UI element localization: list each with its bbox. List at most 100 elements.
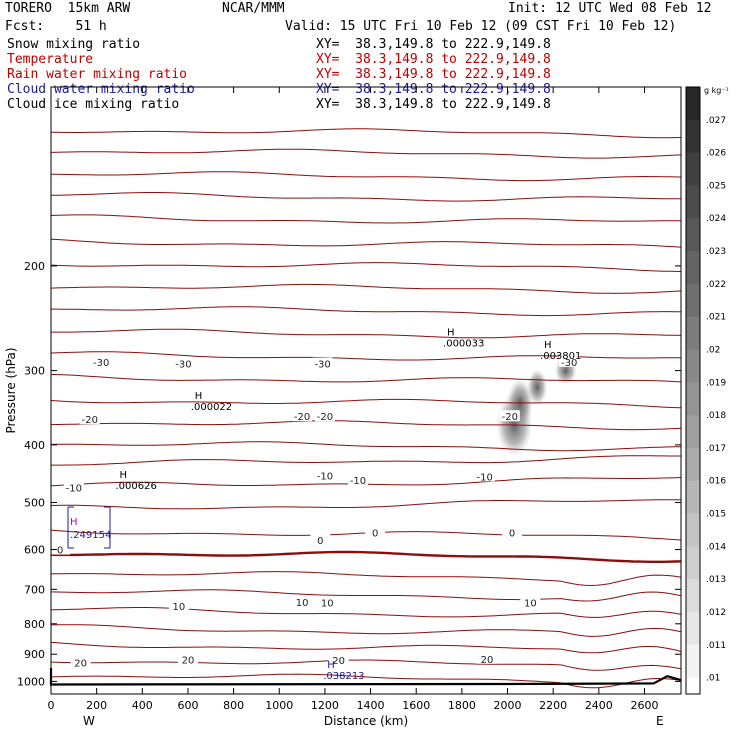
colorbar-label: .018 [706, 411, 726, 421]
temperature-label: -30 [561, 358, 577, 369]
temperature-label: -20 [502, 412, 518, 423]
label-bg [173, 357, 194, 369]
colorbar-label: .023 [706, 247, 726, 257]
label-bg [317, 596, 338, 608]
colorbar-label: .022 [706, 280, 726, 290]
colorbar-cell [686, 251, 700, 285]
colorbar-cell [686, 546, 700, 580]
label-bg [168, 600, 189, 612]
x-tick-label: 2600 [630, 699, 658, 712]
x-tick-label: 400 [132, 699, 153, 712]
colorbar-label: .021 [706, 313, 726, 323]
label-bg [292, 410, 313, 422]
temperature-contour [50, 420, 682, 431]
temperature-label: -30 [93, 358, 109, 369]
temperature-label: -30 [314, 360, 330, 371]
field-xy: XY= 38.3,149.8 to 222.9,149.8 [316, 97, 551, 112]
label-bg [314, 410, 335, 422]
temperature-contour [51, 306, 681, 317]
temperature-contour [50, 499, 682, 510]
maximum-marker: H [119, 470, 127, 481]
y-axis-label: Pressure (hPa) [4, 347, 18, 433]
init-time: Init: 12 UTC Wed 08 Feb 12 [508, 1, 712, 16]
colorbar-frame [685, 86, 701, 695]
temperature-contour [50, 283, 682, 294]
maxima-markers: H.000033H.000022H.000626H.003801H.038213… [67, 328, 581, 682]
maximum-value: .000022 [191, 402, 232, 413]
label-bg [70, 656, 91, 668]
colorbar-cell [686, 119, 700, 154]
temperature-label: -10 [317, 471, 333, 482]
temperature-contour [50, 128, 682, 139]
colorbar-label: .011 [706, 641, 726, 651]
colorbar-cell [686, 513, 700, 547]
x-axis-label: Distance (km) [324, 714, 408, 728]
label-bg [348, 473, 369, 485]
y-tick-label: 600 [24, 544, 45, 557]
temperature-contour [50, 171, 682, 182]
temperature-contour [50, 673, 682, 689]
axes-frame: 0 200 400 600 800 1000 1200 1400 1600 1800 2000 220… [4, 86, 682, 728]
x-tick-label: 800 [223, 699, 244, 712]
label-bg [177, 653, 198, 665]
temperature-label: 0 [509, 529, 515, 540]
temperature-contour [50, 214, 681, 224]
colorbar-cell [686, 349, 700, 383]
temperature-contour [50, 441, 681, 452]
y-tick-label: 900 [24, 648, 45, 661]
snow-shade-blob [527, 369, 548, 406]
temperature-label: -10 [350, 476, 366, 487]
label-bg [292, 595, 313, 607]
temperature-label: -20 [317, 412, 333, 423]
x-tick-label: 2200 [539, 699, 567, 712]
field-name: Rain water mixing ratio [7, 67, 188, 82]
colorbar-cell [686, 415, 700, 449]
x-tick-label: 1200 [311, 699, 339, 712]
colorbar-label: .025 [706, 181, 726, 191]
temperature-contours [50, 128, 682, 689]
colorbar-label: .017 [706, 444, 726, 454]
temperature-contour [51, 192, 682, 202]
field-xy: XY= 38.3,149.8 to 222.9,149.8 [316, 52, 551, 67]
label-bg [559, 355, 580, 367]
label-bg [328, 653, 349, 665]
y-tick-label: 700 [24, 583, 45, 596]
x-tick-label: 2000 [494, 699, 522, 712]
box-value: .249154 [70, 530, 111, 541]
colorbar-cell [686, 283, 700, 318]
label-bg [476, 652, 497, 664]
temperature-contour [51, 455, 681, 466]
colorbar-label: .016 [706, 477, 726, 487]
field-name: Cloud water mixing ratio [7, 82, 195, 97]
label-bg [63, 481, 84, 493]
colorbar-cell [686, 611, 700, 646]
colorbar-cell [686, 218, 700, 252]
maximum-marker: H [447, 328, 455, 339]
temperature-label: -30 [175, 360, 191, 371]
colorbar-cell [686, 382, 700, 416]
colorbar-label: .015 [706, 510, 726, 520]
field-name: Temperature [7, 52, 94, 67]
colorbar-label: .027 [706, 116, 726, 126]
temperature-label: 10 [321, 599, 334, 610]
temperature-contour [50, 624, 682, 637]
colorbar-cell [686, 316, 700, 350]
temperature-label: 20 [74, 659, 87, 670]
colorbar-cell [686, 480, 700, 515]
x-tick-label: 600 [177, 699, 198, 712]
temperature-contour [50, 571, 682, 587]
y-tick-label: 200 [24, 260, 45, 273]
y-tick-label: 300 [24, 365, 45, 378]
temperature-label: 10 [172, 602, 185, 613]
colorbar-unit: g kg⁻¹ [704, 86, 729, 95]
colorbar-label: .013 [706, 575, 726, 585]
terrain-layer [49, 668, 682, 686]
maximum-value: .000626 [115, 481, 156, 492]
temperature-contour [50, 262, 682, 272]
colorbar-label: .01 [706, 674, 720, 684]
temperature-label: 10 [296, 598, 309, 609]
colorbar-label: .014 [706, 542, 726, 552]
field-name: Cloud ice mixing ratio [7, 97, 180, 112]
temperature-contour [50, 589, 682, 602]
